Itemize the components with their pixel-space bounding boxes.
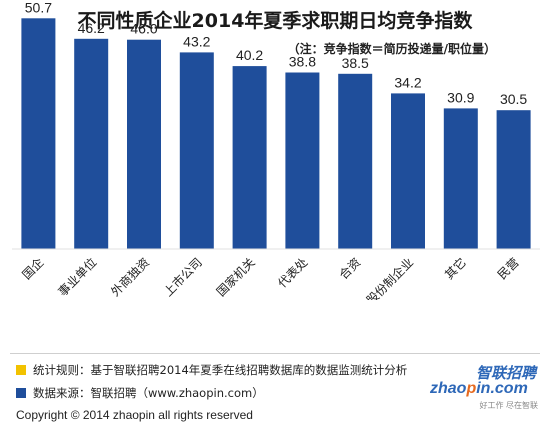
value-label-2: 46.2 [78, 20, 105, 36]
value-label-1: 50.7 [25, 0, 52, 15]
bar-1 [21, 18, 56, 249]
bar-7 [338, 73, 373, 249]
category-label-6: 代表处 [275, 255, 310, 290]
value-label-3: 46.0 [130, 21, 157, 37]
bar-chart: 50.7 46.2 46.0 43.2 40.2 38.8 38.5 34.2 30.9 30.5… [12, 0, 540, 300]
bar-4 [179, 52, 214, 250]
bars-group [21, 18, 531, 250]
legend-rule-text: 统计规则：基于智联招聘2014年夏季在线招聘数据库的数据监测统计分析 [33, 363, 408, 377]
value-label-10: 30.5 [500, 91, 527, 107]
bar-3 [127, 39, 161, 250]
value-label-4: 43.2 [183, 33, 210, 49]
bar-10 [496, 110, 531, 249]
copyright-text: Copyright © 2014 zhaopin all rights rese… [16, 408, 253, 422]
bar-8 [391, 93, 425, 250]
watermark-tagline: 好工作 尽在智联 [479, 401, 538, 410]
category-label-4: 上市公司 [160, 255, 205, 300]
category-label-8: 股份制企业 [363, 255, 416, 300]
chart-title: 不同性质企业2014年夏季求职期日均竞争指数 [77, 10, 473, 32]
watermark-brand: 智联招聘 [475, 364, 536, 382]
category-label-9: 其它 [441, 255, 469, 283]
value-label-9: 30.9 [447, 89, 474, 105]
value-label-5: 40.2 [236, 47, 263, 63]
bar-5 [232, 66, 267, 249]
value-label-8: 34.2 [394, 74, 421, 90]
legend-source-swatch [16, 388, 26, 398]
bar-9 [443, 108, 478, 250]
category-label-2: 事业单位 [55, 255, 100, 300]
legend-source-text: 数据来源：智联招聘（www.zhaopin.com） [33, 386, 264, 400]
category-label-3: 外商独资 [108, 255, 153, 300]
chart-subtitle: （注：竞争指数＝简历投递量/职位量） [287, 42, 496, 56]
bar-6 [285, 72, 320, 249]
category-labels-group: 国企 事业单位 外商独资 上市公司 国家机关 代表处 合资 股份制企业 其它 民营 [19, 255, 522, 300]
value-label-6: 38.8 [289, 54, 316, 70]
watermark-domain: zhaopin.com [430, 380, 528, 397]
category-label-1: 国企 [19, 255, 47, 283]
category-label-5: 国家机关 [213, 255, 258, 300]
category-label-7: 合资 [336, 255, 364, 283]
value-label-7: 38.5 [342, 55, 369, 71]
value-labels-group: 50.7 46.2 46.0 43.2 40.2 38.8 38.5 34.2 30.9 30.5 [25, 0, 528, 107]
legend-rule-row: 统计规则：基于智联招聘2014年夏季在线招聘数据库的数据监测统计分析 [16, 362, 407, 378]
footer-divider [10, 353, 540, 354]
legend-source-row: 数据来源：智联招聘（www.zhaopin.com） [16, 385, 264, 401]
category-label-10: 民营 [495, 255, 522, 282]
zhaopin-logo-watermark: 智联招聘 zhaopin.com 好工作 尽在智联 [430, 360, 540, 418]
legend-rule-swatch [16, 365, 26, 375]
bar-2 [74, 38, 109, 249]
